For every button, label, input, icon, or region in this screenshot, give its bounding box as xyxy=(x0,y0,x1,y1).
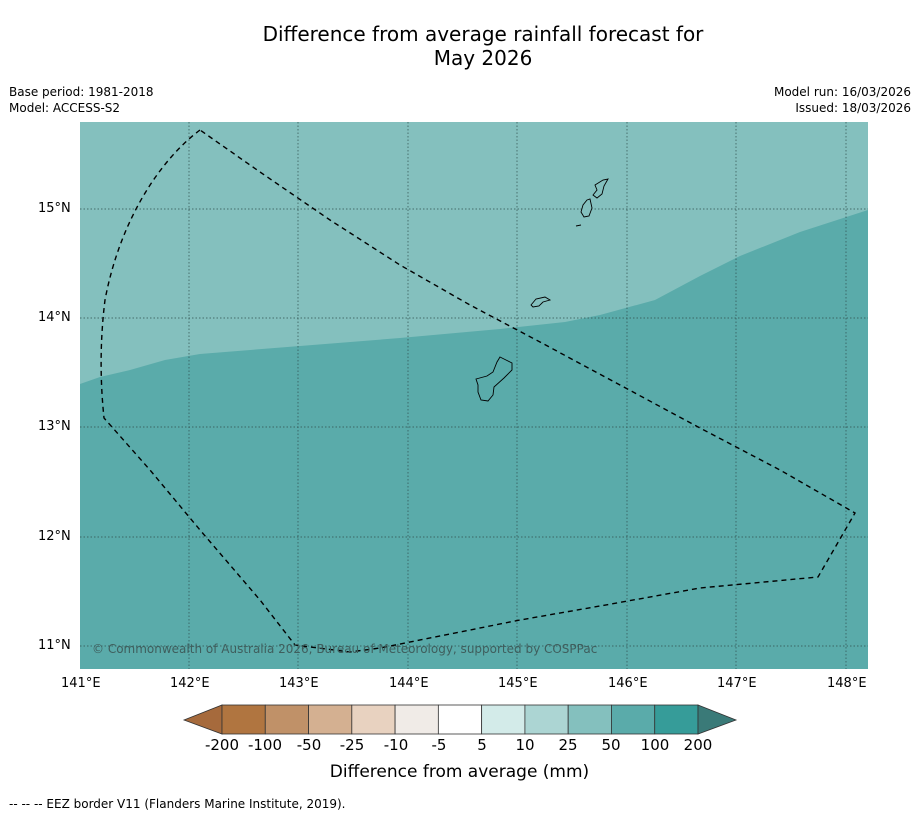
colorbar-title: Difference from average (mm) xyxy=(329,762,590,782)
lon-tick-144: 144°E xyxy=(389,676,429,691)
island-guam xyxy=(475,356,513,402)
colorbar-label-100: 100 xyxy=(640,736,670,754)
model-run: Model run: 16/03/2026 xyxy=(773,85,911,99)
lon-tick-142: 142°E xyxy=(170,676,210,691)
map-title: Difference from average rainfall forecas… xyxy=(0,22,919,70)
colorbar-bins xyxy=(221,704,699,735)
title-line-1: Difference from average rainfall forecas… xyxy=(262,22,704,46)
lat-tick-12: 12°N xyxy=(38,529,71,544)
islands xyxy=(475,178,609,402)
lat-tick-15: 15°N xyxy=(38,201,71,216)
colorbar-bin-4 xyxy=(394,704,439,735)
colorbar-bin-7 xyxy=(524,704,569,735)
colorbar-label-minus10: -10 xyxy=(383,736,409,754)
island-tinian xyxy=(580,198,593,218)
colorbar-label-200: 200 xyxy=(683,736,713,754)
colorbar-bin-10 xyxy=(654,704,699,735)
left-metadata: Base period: 1981-2018 Model: ACCESS-S2 xyxy=(9,84,154,116)
lon-tick-148: 148°E xyxy=(827,676,867,691)
base-period: Base period: 1981-2018 xyxy=(9,85,154,99)
lat-tick-13: 13°N xyxy=(38,419,71,434)
colorbar-bin-9 xyxy=(611,704,656,735)
colorbar-label-50: 50 xyxy=(601,736,621,754)
colorbar-bin-1 xyxy=(264,704,309,735)
colorbar-bin-0 xyxy=(221,704,266,735)
lon-tick-141: 141°E xyxy=(61,676,101,691)
lon-tick-145: 145°E xyxy=(498,676,538,691)
colorbar-bin-2 xyxy=(308,704,353,735)
lat-tick-11: 11°N xyxy=(38,638,71,653)
colorbar-bin-3 xyxy=(351,704,396,735)
colorbar-bin-5 xyxy=(437,704,483,735)
right-metadata: Model run: 16/03/2026 Issued: 18/03/2026 xyxy=(774,84,911,116)
eez-border xyxy=(100,129,856,653)
gridlines xyxy=(80,122,868,669)
colorbar-label-minus25: -25 xyxy=(339,736,365,754)
colorbar-label-10: 10 xyxy=(515,736,535,754)
colorbar-label-5: 5 xyxy=(477,736,487,754)
colorbar-label-minus100: -100 xyxy=(247,736,283,754)
map-area: © Commonwealth of Australia 2026, Bureau… xyxy=(80,122,868,669)
colorbar-label-minus50: -50 xyxy=(296,736,322,754)
forecast-region-dark xyxy=(80,210,868,669)
colorbar xyxy=(182,704,738,735)
colorbar-label-25: 25 xyxy=(558,736,578,754)
model-name: Model: ACCESS-S2 xyxy=(9,101,121,115)
eez-footnote: -- -- -- EEZ border V11 (Flanders Marine… xyxy=(9,797,346,811)
colorbar-label-minus5: -5 xyxy=(431,736,447,754)
issued-date: Issued: 18/03/2026 xyxy=(795,101,911,115)
lon-tick-143: 143°E xyxy=(279,676,319,691)
colorbar-bin-6 xyxy=(481,704,526,735)
colorbar-under-arrow xyxy=(182,704,223,735)
island-rota xyxy=(530,296,552,308)
island-aguijan xyxy=(575,224,582,227)
island-saipan xyxy=(592,178,609,199)
copyright-text: © Commonwealth of Australia 2026, Bureau… xyxy=(92,642,597,656)
title-line-2: May 2026 xyxy=(433,46,533,70)
colorbar-label-minus200: -200 xyxy=(204,736,240,754)
lat-tick-14: 14°N xyxy=(38,310,71,325)
lon-tick-147: 147°E xyxy=(717,676,757,691)
colorbar-bin-8 xyxy=(567,704,612,735)
colorbar-over-arrow xyxy=(697,704,738,735)
lon-tick-146: 146°E xyxy=(608,676,648,691)
